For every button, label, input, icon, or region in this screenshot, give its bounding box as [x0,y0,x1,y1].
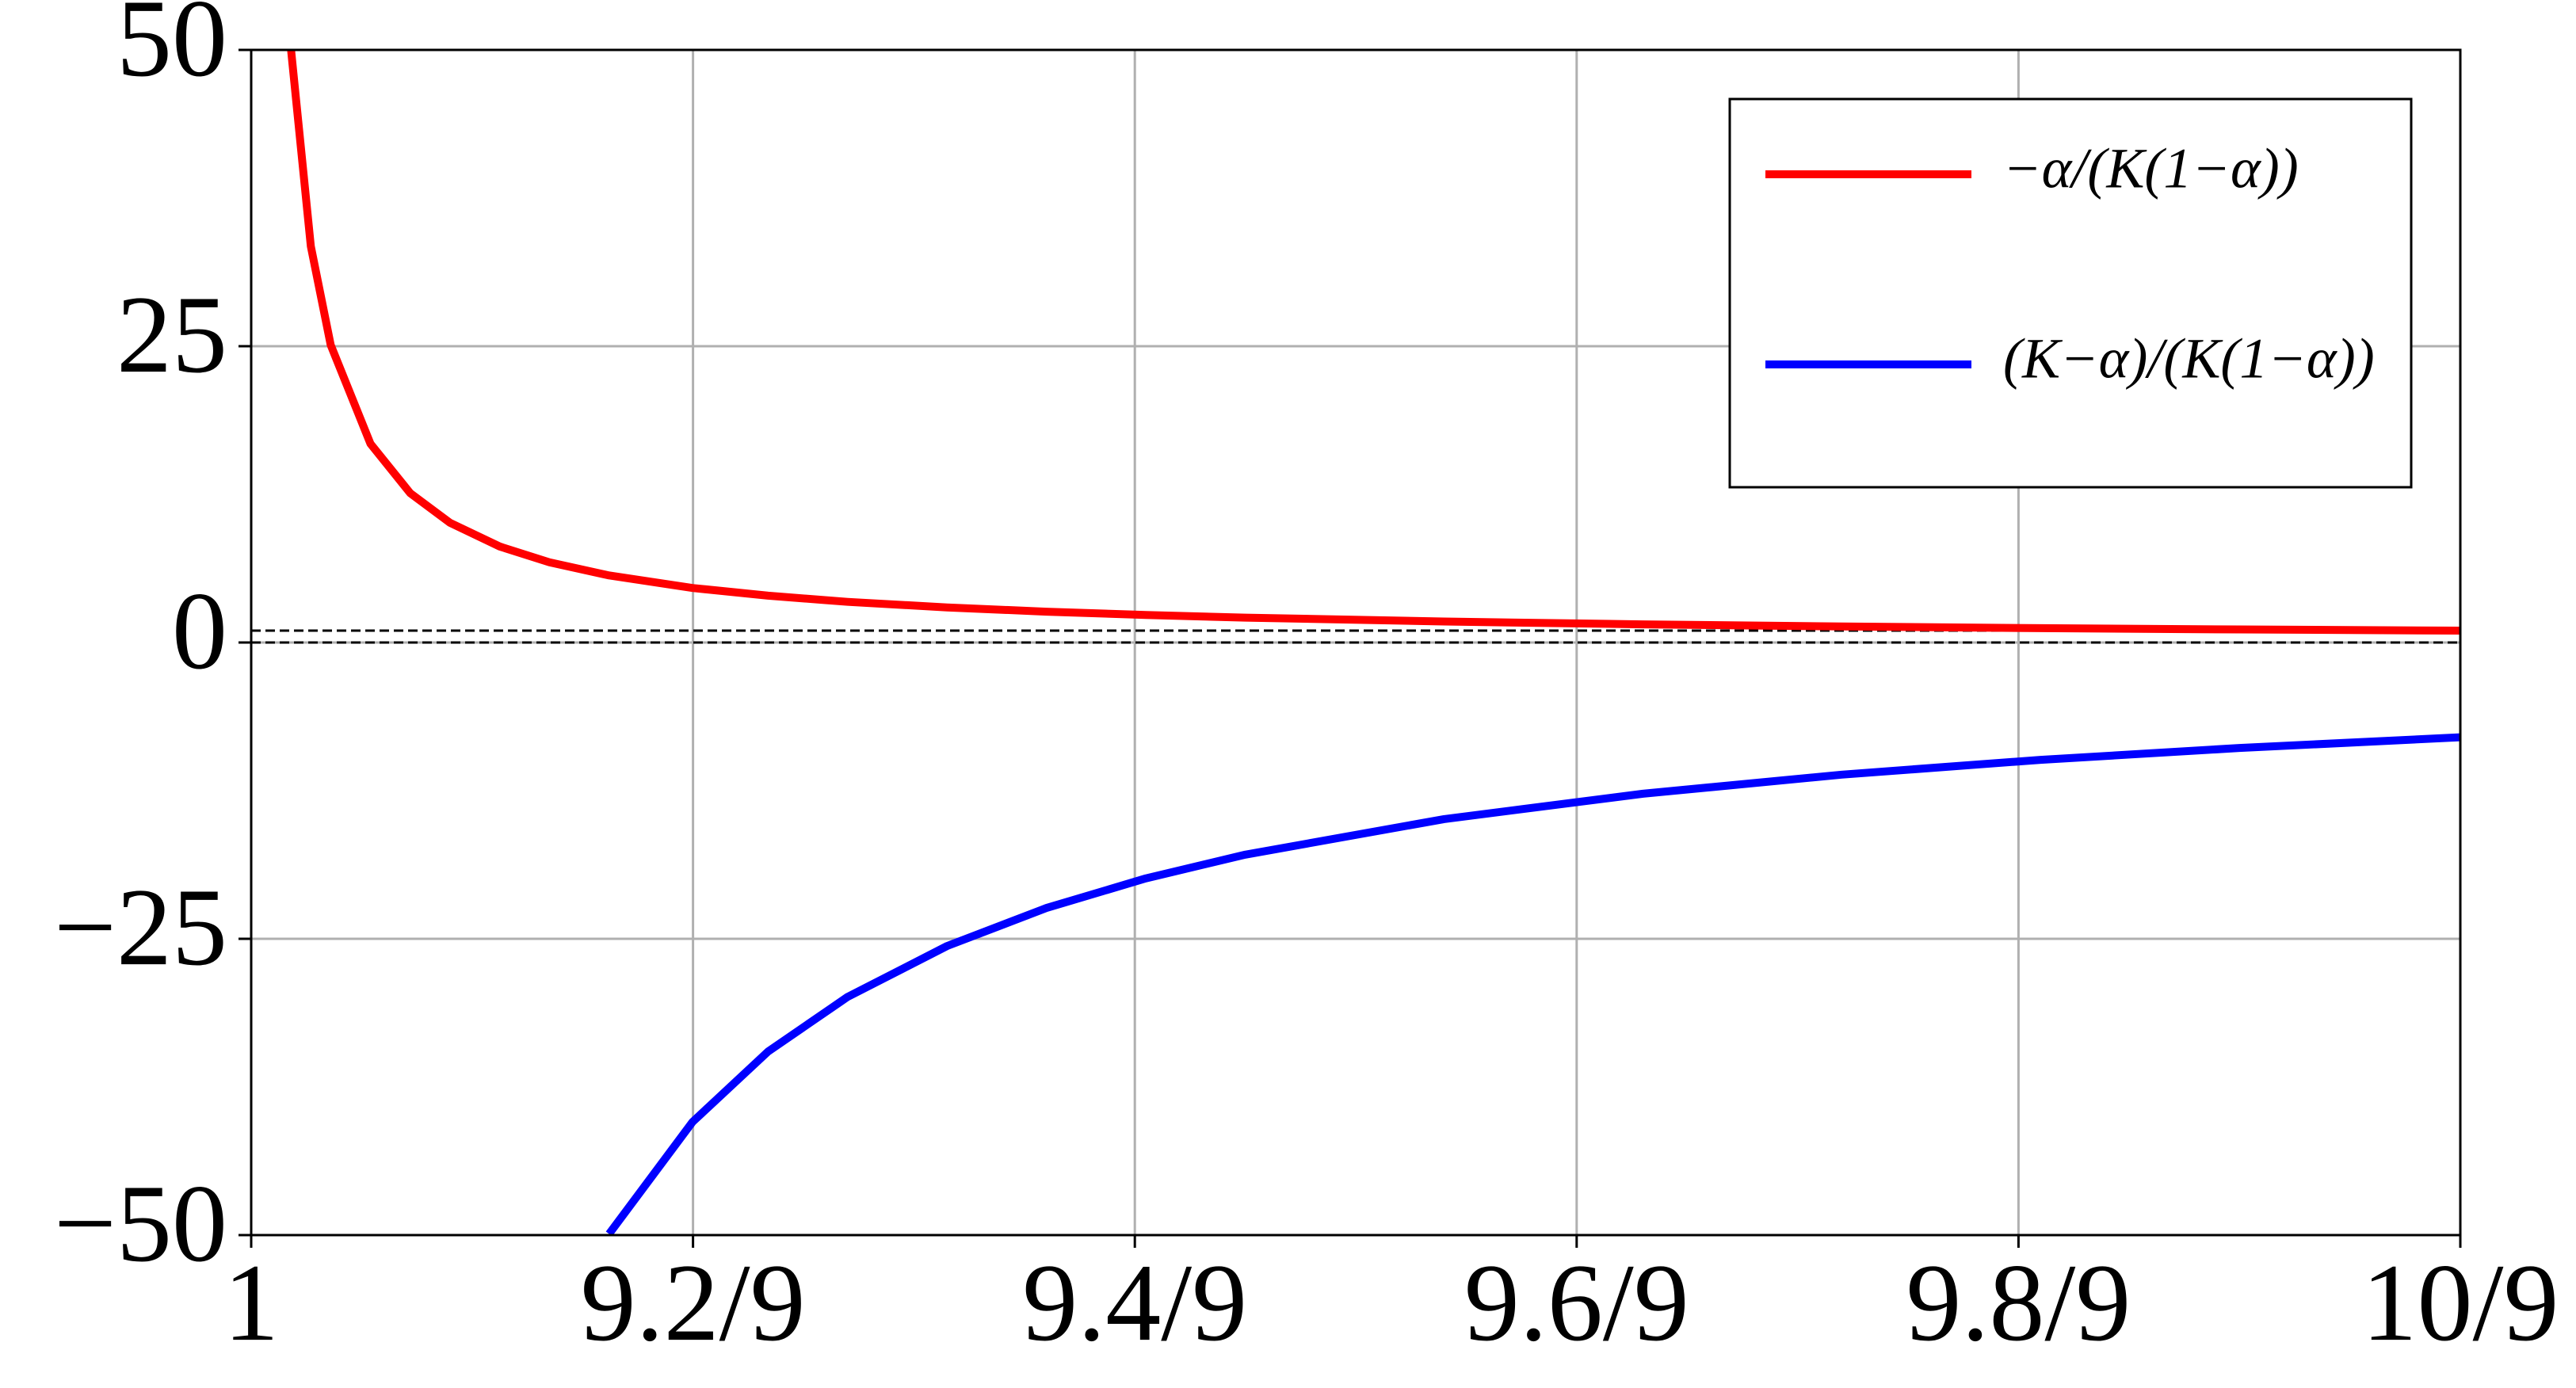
y-tick-label: 25 [116,273,227,396]
legend-label: (K−α)/(K(1−α)) [2003,327,2375,391]
x-tick-label: 10/9 [2362,1241,2559,1364]
x-tick-label: 9.6/9 [1464,1241,1689,1364]
plot-area [251,50,2460,1235]
legend-label: −α/(K(1−α)) [2003,137,2299,200]
ticks: 1 9.2/9 9.4/9 9.6/9 9.8/9 10/9 −50 −25 0 25 50 [54,0,2559,1364]
x-tick-label: 9.2/9 [581,1241,806,1364]
x-tick-label: 9.8/9 [1906,1241,2131,1364]
y-tick-label: −50 [54,1162,227,1285]
x-tick-label: 1 [223,1241,279,1364]
legend: −α/(K(1−α)) (K−α)/(K(1−α)) [1728,97,2413,489]
series-line [287,50,2460,635]
y-tick-label: −25 [54,866,227,989]
series-line [605,733,2460,1235]
y-tick-label: 50 [116,0,227,100]
y-tick-label: 0 [172,570,227,692]
legend-box [1728,97,2413,489]
x-tick-label: 9.4/9 [1022,1241,1247,1364]
